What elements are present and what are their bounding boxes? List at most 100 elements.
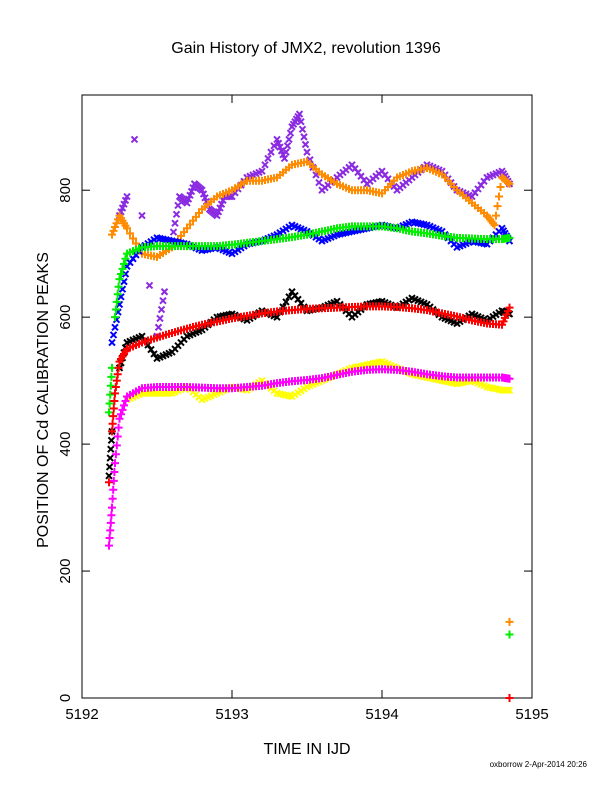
data-point — [109, 476, 118, 485]
data-point — [258, 167, 266, 175]
data-point — [261, 161, 269, 169]
data-point — [154, 323, 163, 332]
y-tick-label: 400 — [57, 432, 74, 457]
x-tick-label: 5194 — [365, 706, 398, 723]
data-point — [505, 179, 514, 188]
data-marks — [105, 110, 514, 702]
data-point — [105, 541, 113, 550]
data-point — [107, 372, 116, 381]
data-point — [298, 125, 307, 133]
data-point — [300, 133, 308, 141]
data-point — [285, 293, 293, 301]
y-tick-label: 0 — [57, 694, 74, 702]
y-tick-label: 600 — [57, 305, 74, 330]
data-point — [283, 142, 292, 150]
data-point — [112, 441, 121, 450]
data-point — [121, 396, 130, 405]
data-point — [117, 410, 125, 419]
data-point — [285, 135, 293, 144]
x-tick-label: 5192 — [65, 706, 98, 723]
series-2 — [108, 157, 514, 626]
data-point — [111, 323, 119, 332]
data-point — [504, 178, 512, 187]
data-point — [105, 399, 114, 408]
data-point — [286, 129, 295, 137]
y-tick-label: 200 — [57, 559, 74, 584]
data-point — [301, 140, 310, 149]
data-point — [114, 282, 123, 291]
data-point — [109, 331, 118, 339]
data-point — [112, 297, 121, 306]
data-point — [297, 117, 305, 126]
data-point — [505, 303, 514, 312]
series-8 — [105, 365, 514, 550]
data-point — [117, 269, 125, 278]
data-point — [505, 617, 514, 626]
data-point — [118, 264, 127, 273]
data-point — [108, 230, 116, 239]
data-point — [270, 142, 278, 150]
data-point — [105, 534, 114, 543]
data-point — [126, 229, 134, 238]
data-point — [106, 390, 115, 399]
data-point — [169, 228, 178, 236]
data-point — [109, 226, 118, 235]
x-axis-title: TIME IN IJD — [263, 741, 350, 758]
data-point — [111, 459, 119, 468]
y-axis-title: POSITION OF Cd CALIBRATION PEAKS — [35, 252, 52, 548]
data-point — [106, 381, 115, 390]
data-point — [505, 374, 514, 383]
data-point — [267, 148, 275, 156]
data-point — [159, 296, 167, 305]
x-axis: 5192 5193 5194 5195 — [65, 95, 549, 723]
data-point — [492, 211, 500, 220]
data-point — [295, 110, 304, 118]
data-point — [107, 436, 116, 445]
data-point — [106, 454, 114, 462]
data-point — [118, 405, 127, 414]
data-point — [105, 408, 113, 417]
data-point — [111, 305, 120, 314]
data-point — [115, 275, 124, 284]
data-point — [156, 314, 164, 323]
y-tick-label: 800 — [57, 178, 74, 203]
data-point — [303, 148, 311, 156]
data-point — [108, 427, 116, 436]
y-axis: 0 200 400 600 800 — [57, 178, 532, 702]
data-point — [112, 219, 121, 228]
data-point — [174, 201, 182, 210]
data-point — [111, 450, 120, 459]
data-point — [123, 192, 131, 201]
data-point — [147, 345, 155, 354]
series-1 — [115, 110, 514, 340]
data-point — [110, 396, 119, 405]
data-point — [505, 630, 514, 639]
data-point — [496, 183, 505, 192]
data-point — [105, 478, 113, 487]
data-point — [160, 288, 169, 296]
data-point — [114, 423, 123, 432]
footer-text: oxborrow 2-Apr-2014 20:26 — [490, 760, 588, 769]
data-point — [495, 192, 503, 201]
data-point — [109, 412, 118, 421]
data-point — [110, 468, 119, 477]
data-point — [264, 154, 272, 163]
data-point — [108, 338, 116, 347]
data-point — [121, 254, 130, 263]
data-point — [172, 210, 181, 219]
plot-area — [81, 94, 533, 699]
x-tick-label: 5195 — [515, 706, 548, 723]
data-point — [130, 135, 139, 144]
data-point — [107, 511, 116, 520]
data-point — [505, 694, 514, 702]
data-point — [105, 463, 114, 471]
data-point — [129, 234, 137, 243]
x-tick-label: 5193 — [215, 706, 248, 723]
data-point — [490, 221, 499, 230]
chart-title: Gain History of JMX2, revolution 1396 — [171, 40, 441, 57]
data-point — [138, 211, 146, 220]
data-point — [109, 404, 118, 413]
data-point — [115, 414, 124, 423]
data-point — [108, 494, 117, 503]
